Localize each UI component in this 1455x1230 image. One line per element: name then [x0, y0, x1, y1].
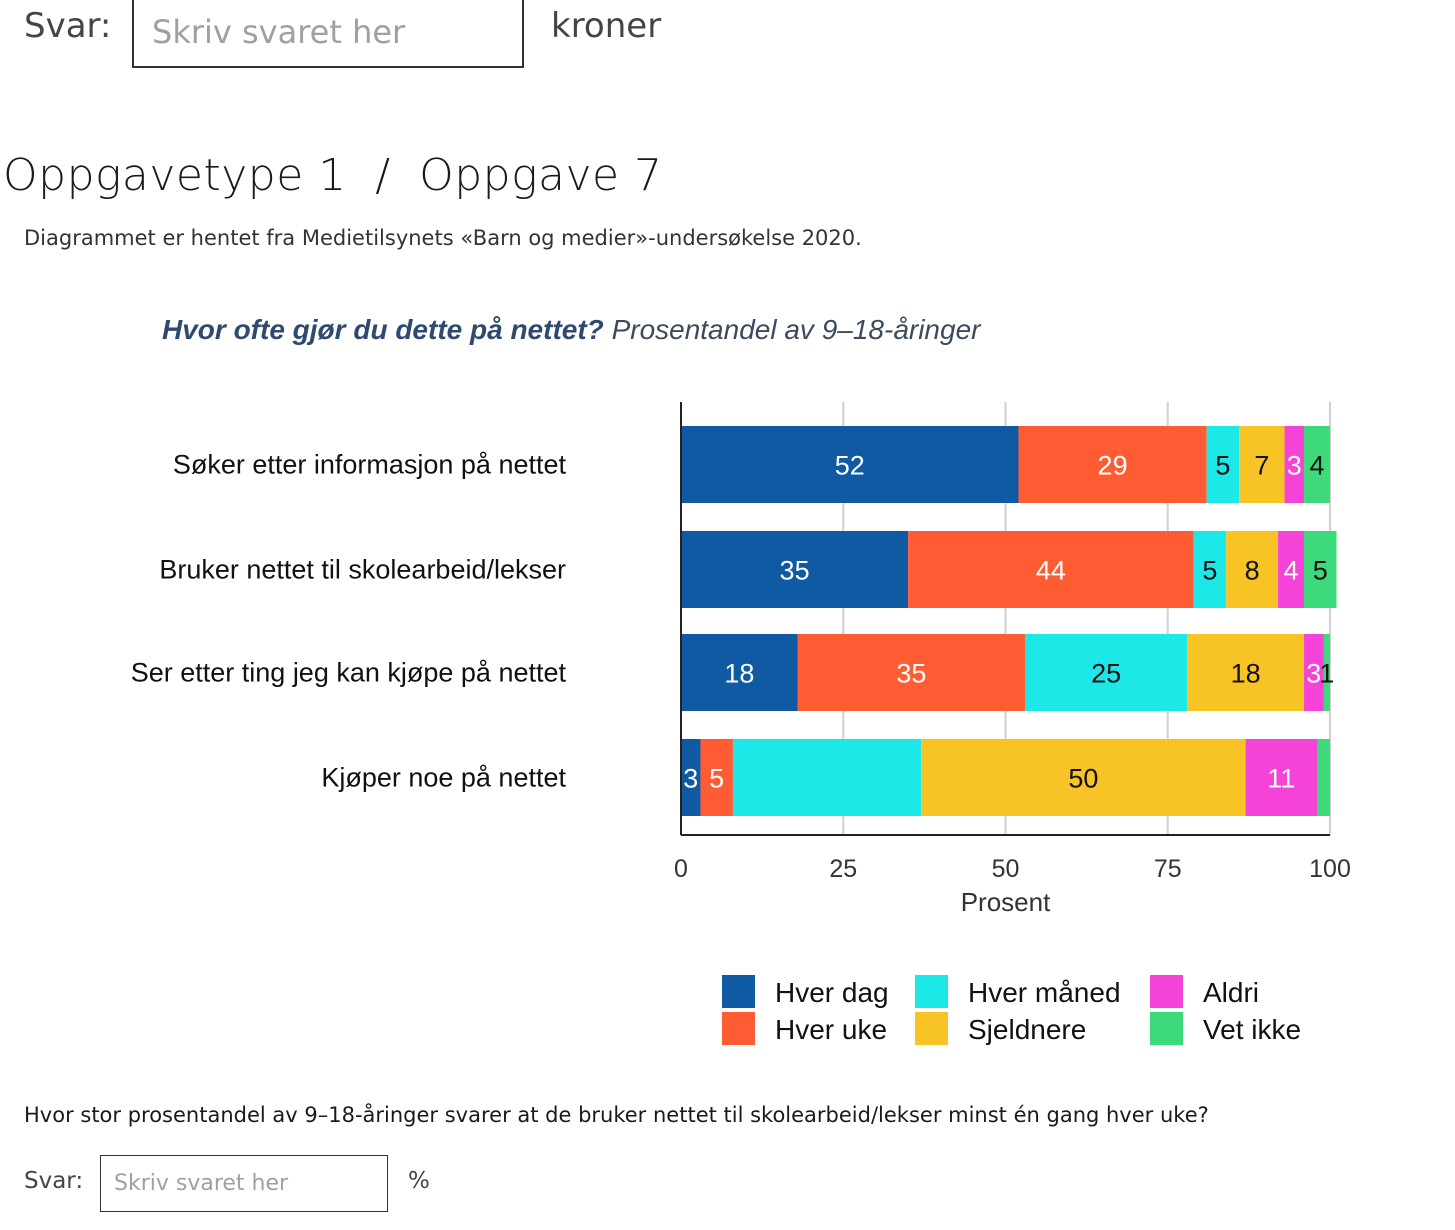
x-tick-label: 100 [1309, 855, 1351, 883]
top-answer-unit: kroner [551, 6, 662, 46]
bar-segment [700, 739, 733, 816]
heading-separator: / [375, 150, 391, 201]
legend-label: Vet ikke [1203, 1014, 1301, 1045]
bottom-answer-input[interactable] [100, 1155, 388, 1212]
category-label: Bruker nettet til skolearbeid/lekser [159, 555, 566, 585]
bar-value-label: 11 [1267, 764, 1295, 794]
bar-segment [1187, 634, 1305, 711]
bar-segment [1206, 426, 1240, 503]
chart-title-bold: Hvor ofte gjør du dette på nettet? [162, 314, 604, 345]
chart-title-rest: Prosentandel av 9–18-åringer [611, 314, 981, 345]
bar-value-label: 25 [1091, 659, 1121, 689]
bottom-answer-label: Svar: [24, 1168, 84, 1194]
bottom-answer-unit: % [408, 1168, 430, 1194]
bar-value-label: 5 [1313, 556, 1328, 586]
bar-segment [1323, 634, 1330, 711]
bar-segment [1304, 531, 1337, 608]
bar-segment [1304, 634, 1324, 711]
category-label: Søker etter informasjon på nettet [173, 450, 567, 480]
legend-label: Hver dag [775, 977, 889, 1008]
question-text: Hvor stor prosentandel av 9–18-åringer s… [24, 1103, 1209, 1127]
bar-segment [797, 634, 1025, 711]
top-answer-input[interactable] [132, 0, 524, 68]
x-axis-label: Prosent [961, 887, 1051, 917]
x-tick-label: 50 [992, 855, 1020, 883]
bar-value-label: 3 [1306, 659, 1321, 689]
bar-segment [1304, 426, 1330, 503]
category-label: Kjøper noe på nettet [321, 763, 566, 793]
task-type: Oppgavetype 1 [3, 150, 347, 201]
bar-value-label: 5 [1202, 556, 1217, 586]
legend-swatch [915, 975, 948, 1008]
bar-value-label: 3 [1287, 451, 1302, 481]
legend-label: Hver uke [775, 1014, 887, 1045]
source-text: Diagrammet er hentet fra Medietilsynets … [24, 226, 862, 250]
legend-swatch [1150, 975, 1183, 1008]
bar-value-label: 8 [1245, 556, 1260, 586]
legend-label: Aldri [1203, 977, 1259, 1008]
bar-segment [1317, 739, 1330, 816]
bar-segment [681, 739, 701, 816]
task-number: Oppgave 7 [419, 150, 663, 201]
bar-value-label: 3 [683, 764, 698, 794]
bar-segment [908, 531, 1194, 608]
bar-segment [1245, 739, 1318, 816]
bar-value-label: 5 [709, 764, 724, 794]
bar-value-label: 35 [896, 659, 926, 689]
legend-label: Hver måned [968, 977, 1121, 1008]
legend-swatch [915, 1012, 948, 1045]
bar-value-label: 52 [835, 451, 865, 481]
bar-segment [681, 634, 798, 711]
bar-value-label: 1 [1319, 659, 1334, 689]
bar-value-label: 35 [780, 556, 810, 586]
top-answer-label: Svar: [24, 6, 112, 46]
bar-segment [1226, 531, 1279, 608]
legend-swatch [722, 975, 755, 1008]
legend-swatch [722, 1012, 755, 1045]
bar-value-label: 5 [1215, 451, 1230, 481]
bar-segment [1239, 426, 1285, 503]
bar-segment [1278, 531, 1305, 608]
bar-value-label: 50 [1068, 764, 1098, 794]
bar-value-label: 44 [1036, 556, 1066, 586]
bar-segment [732, 739, 922, 816]
x-tick-label: 0 [674, 855, 688, 883]
bar-value-label: 18 [1231, 659, 1261, 689]
bar-value-label: 4 [1310, 451, 1325, 481]
bar-segment [1284, 426, 1305, 503]
bar-value-label: 29 [1098, 451, 1128, 481]
chart-title: Hvor ofte gjør du dette på nettet? Prose… [162, 314, 980, 346]
bar-value-label: 7 [1254, 451, 1269, 481]
bar-segment [1024, 634, 1188, 711]
bar-segment [921, 739, 1246, 816]
bar-segment [1018, 426, 1207, 503]
bar-value-label: 4 [1284, 556, 1299, 586]
legend-swatch [1150, 1012, 1183, 1045]
bar-segment [681, 426, 1019, 503]
category-label: Ser etter ting jeg kan kjøpe på nettet [131, 658, 567, 688]
bar-segment [1193, 531, 1227, 608]
x-tick-label: 25 [829, 855, 857, 883]
x-tick-label: 75 [1154, 855, 1182, 883]
task-heading: Oppgavetype 1 / Oppgave 7 [3, 150, 663, 201]
bar-segment [681, 531, 909, 608]
bar-value-label: 18 [724, 659, 754, 689]
legend-label: Sjeldnere [968, 1014, 1086, 1045]
